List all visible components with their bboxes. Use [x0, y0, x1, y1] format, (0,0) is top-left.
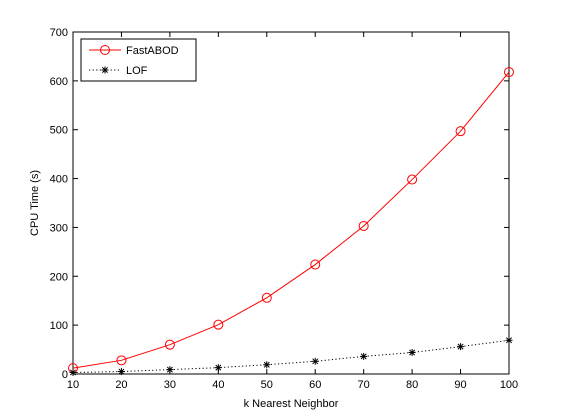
x-tick-label: 90 — [454, 379, 466, 391]
series-line — [72, 339, 510, 374]
data-point — [505, 336, 513, 344]
x-tick-label: 50 — [261, 379, 273, 391]
data-point — [311, 357, 319, 365]
data-point — [455, 126, 466, 137]
data-point — [457, 343, 465, 351]
series-line — [72, 71, 510, 369]
legend: FastABOD LOF — [80, 38, 197, 82]
data-point — [407, 174, 418, 185]
x-tick-label: 60 — [309, 379, 321, 391]
data-point — [408, 349, 416, 357]
data-point — [166, 366, 174, 374]
y-axis: 0 100 200 300 400 500 600 700 — [50, 27, 509, 381]
data-point — [263, 361, 271, 369]
legend-marker — [100, 45, 110, 55]
y-tick-label: 400 — [50, 174, 68, 186]
x-tick-label: 100 — [500, 379, 518, 391]
data-point — [504, 67, 514, 78]
legend-item: LOF — [89, 65, 148, 77]
y-axis-label: CPU Time (s) — [29, 170, 41, 236]
plot-area — [72, 31, 510, 375]
y-tick-label: 500 — [50, 125, 68, 137]
y-tick-label: 700 — [50, 27, 68, 39]
x-tick-label: 30 — [164, 379, 176, 391]
axes-box — [72, 31, 510, 375]
x-tick-label: 80 — [406, 379, 418, 391]
y-tick-label: 200 — [50, 271, 68, 283]
x-axis: 10 20 30 40 50 60 70 80 90 100 — [67, 32, 518, 391]
legend-box — [80, 38, 197, 82]
data-point — [213, 319, 224, 330]
y-tick-label: 600 — [50, 76, 68, 88]
data-point — [116, 355, 127, 366]
y-tick-label: 300 — [50, 222, 68, 234]
data-point — [261, 292, 272, 303]
legend-label: LOF — [126, 65, 148, 77]
legend-item: FastABOD — [89, 45, 179, 57]
series-layer — [68, 67, 514, 377]
data-point — [69, 369, 77, 377]
x-tick-label: 10 — [67, 379, 79, 391]
data-point — [117, 368, 125, 376]
data-point — [164, 339, 175, 350]
legend-marker — [101, 66, 109, 74]
y-tick-label: 0 — [62, 369, 68, 381]
y-tick-label: 100 — [50, 320, 68, 332]
data-point — [214, 364, 222, 372]
data-point — [360, 352, 368, 360]
x-tick-label: 40 — [212, 379, 224, 391]
x-tick-label: 70 — [358, 379, 370, 391]
series-fastabod — [68, 67, 514, 374]
x-tick-label: 20 — [115, 379, 127, 391]
data-point — [310, 259, 321, 270]
data-point — [358, 220, 369, 231]
legend-label: FastABOD — [126, 45, 179, 57]
series-lof — [69, 336, 513, 377]
x-axis-label: k Nearest Neighbor — [244, 398, 339, 410]
